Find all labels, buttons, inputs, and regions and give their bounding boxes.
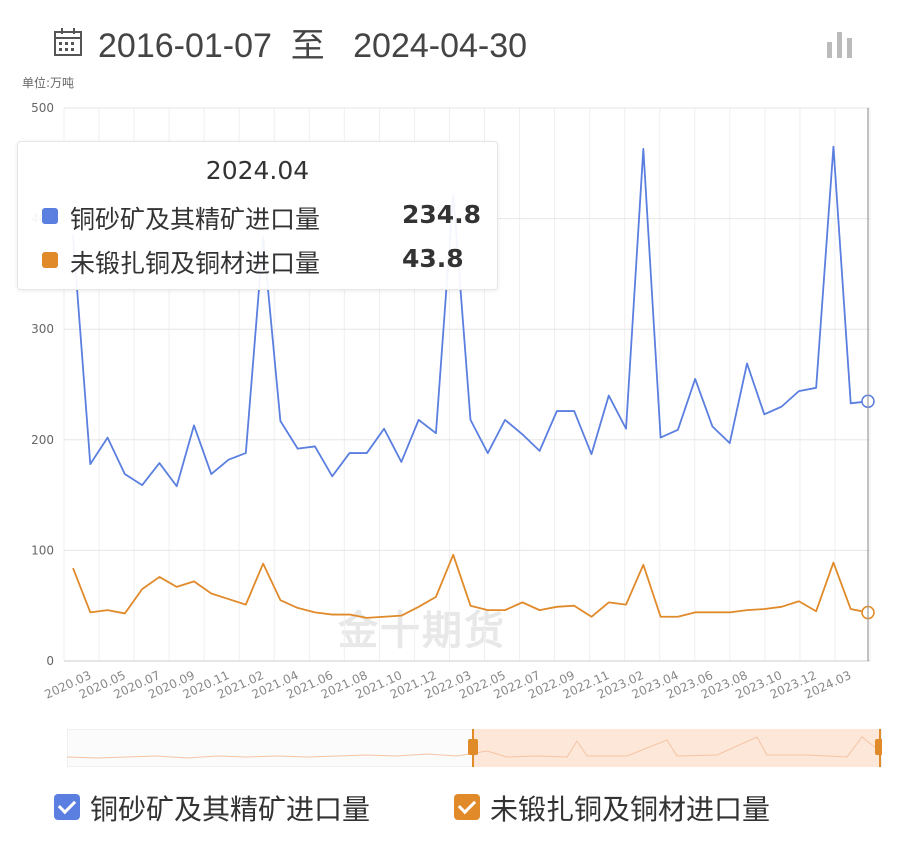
legend: 铜砂矿及其精矿进口量 未锻扎铜及铜材进口量 — [0, 786, 903, 836]
calendar-icon[interactable] — [54, 28, 82, 60]
series-line — [72, 553, 869, 619]
zoom-handle-right[interactable] — [875, 739, 882, 755]
tooltip-row-ore: 铜砂矿及其精矿进口量 234.8 — [42, 200, 482, 234]
chart-header: 2016-01-07 至 2024-04-30 — [0, 0, 903, 80]
legend-label: 铜砂矿及其精矿进口量 — [90, 793, 371, 826]
tooltip-series-name: 铜砂矿及其精矿进口量 — [70, 205, 321, 234]
tooltip-series-value: 234.8 — [402, 200, 482, 229]
bar-chart-icon[interactable] — [826, 28, 854, 62]
y-tick-label: 300 — [31, 322, 54, 336]
series-swatch — [42, 208, 58, 224]
y-tick-label: 100 — [31, 543, 54, 557]
data-zoom-slider[interactable] — [67, 729, 882, 767]
tooltip-series-name: 未锻扎铜及铜材进口量 — [70, 249, 321, 278]
y-tick-label: 500 — [31, 101, 54, 115]
zoom-selected-range[interactable] — [473, 729, 880, 767]
legend-label: 未锻扎铜及铜材进口量 — [490, 793, 771, 826]
tooltip-series-value: 43.8 — [402, 244, 464, 273]
series-swatch — [42, 252, 58, 268]
date-range[interactable]: 2016-01-07 至 2024-04-30 — [98, 27, 528, 65]
watermark: 金十期货 — [338, 608, 506, 654]
tooltip: 2024.04 铜砂矿及其精矿进口量 234.8 未锻扎铜及铜材进口量 43.8 — [17, 141, 498, 290]
y-tick-label: 0 — [46, 654, 54, 668]
series-line — [72, 145, 869, 488]
checkbox-icon[interactable] — [54, 794, 80, 820]
tooltip-row-copper: 未锻扎铜及铜材进口量 43.8 — [42, 244, 482, 278]
checkbox-icon[interactable] — [454, 794, 480, 820]
tooltip-title: 2024.04 — [205, 156, 310, 185]
y-tick-label: 200 — [31, 433, 54, 447]
zoom-handle-left[interactable] — [468, 739, 478, 755]
unit-label: 单位:万吨 — [22, 76, 75, 90]
